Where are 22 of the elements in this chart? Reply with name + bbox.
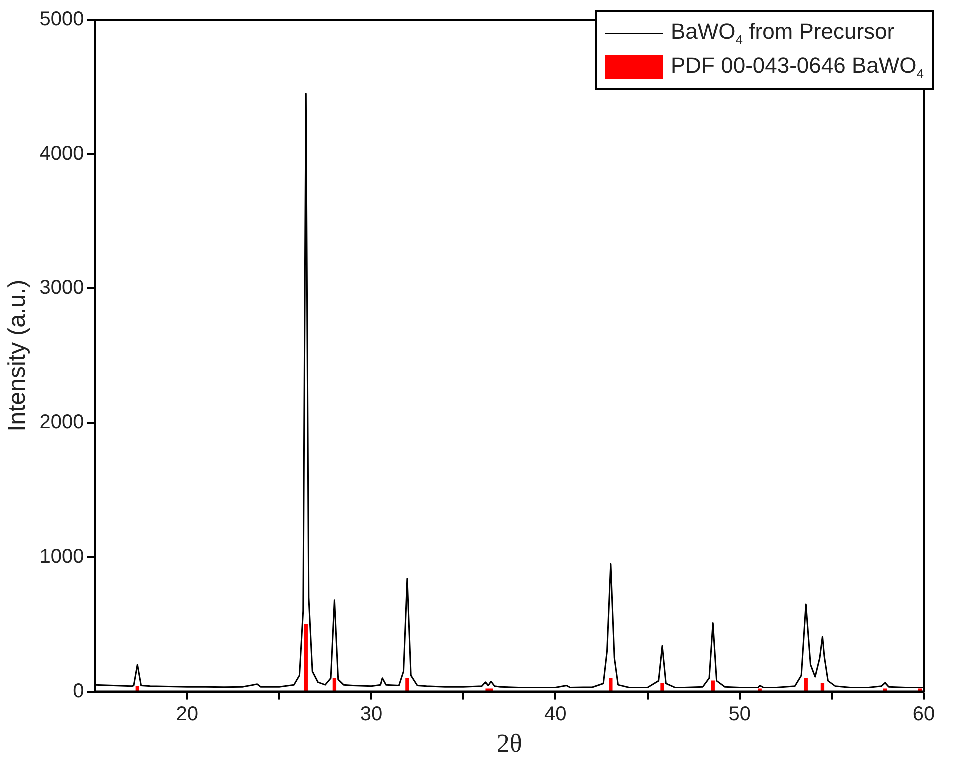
bar — [406, 678, 410, 692]
y-tick-label: 4000 — [40, 142, 84, 165]
x-tick-label: 60 — [912, 703, 936, 726]
x-tick-label: 40 — [544, 703, 567, 726]
bar — [711, 680, 715, 692]
bar — [609, 678, 613, 692]
x-tick-label: 50 — [728, 703, 751, 726]
y-tick-label: 5000 — [40, 8, 84, 31]
legend-label: BaWO$_{4}$ from Precursor — [670, 18, 895, 48]
legend-label: PDF 00-043-0646 BaWO$_{4}$ — [670, 52, 924, 82]
x-tick-label: 20 — [176, 703, 198, 726]
x-axis-title: 2θ — [496, 729, 522, 758]
bar — [304, 624, 308, 692]
y-tick-label: 3000 — [40, 277, 84, 300]
bar — [660, 683, 664, 692]
bar — [332, 678, 337, 692]
y-axis-title: Intensity (a.u.) — [4, 280, 32, 432]
bar — [804, 678, 808, 692]
y-tick-label: 2000 — [40, 412, 84, 434]
y-tick-label: 0 — [73, 680, 84, 702]
x-tick-label: 30 — [360, 703, 383, 726]
y-tick-label: 1000 — [40, 546, 84, 568]
